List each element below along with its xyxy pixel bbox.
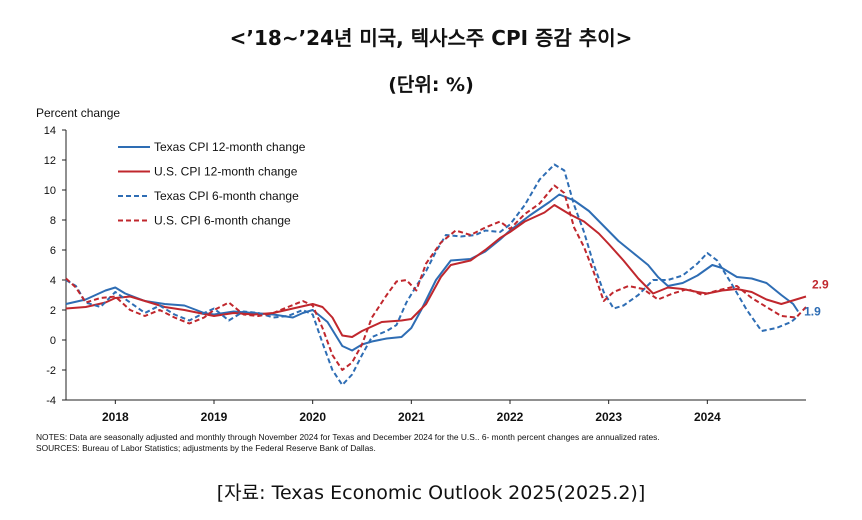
axes: -4 -2 0 2 4 6 8 10 12 14 2018 2019 2020 2021 2022 2023 2…	[44, 125, 806, 424]
y-tick-label: 0	[50, 335, 56, 347]
end-value-label-1: 1.9	[804, 305, 821, 319]
cpi-line-chart: Percent change -4 -2 0 2 4 6 8 10 12 14 2018 2019 20…	[36, 106, 829, 453]
x-tick-label: 2023	[595, 410, 622, 424]
y-tick-label: 2	[50, 305, 56, 317]
page-title: <’18~’24년 미국, 텍사스주 CPI 증감 추이>	[229, 26, 633, 50]
y-tick-label: -4	[46, 395, 56, 407]
x-tick-label: 2019	[201, 410, 228, 424]
y-tick-label: 10	[44, 185, 56, 197]
unit-label: (단위: %)	[388, 74, 474, 96]
series-line-2	[65, 163, 799, 386]
series-layer	[65, 163, 807, 386]
source-caption: [자료: Texas Economic Outlook 2025(2025.2)…	[216, 482, 646, 504]
x-tick-label: 2022	[497, 410, 524, 424]
y-tick-label: 14	[44, 125, 56, 137]
x-tick-label: 2021	[398, 410, 425, 424]
legend: Texas CPI 12-month change U.S. CPI 12-mon…	[118, 140, 306, 228]
legend-label-2: Texas CPI 6-month change	[154, 189, 299, 203]
y-tick-label: 6	[50, 245, 56, 257]
legend-label-0: Texas CPI 12-month change	[154, 140, 306, 154]
end-value-label-0: 2.9	[812, 278, 829, 292]
legend-label-1: U.S. CPI 12-month change	[154, 165, 298, 179]
x-tick-label: 2024	[694, 410, 721, 424]
x-tick-label: 2018	[102, 410, 129, 424]
chart-notes: NOTES: Data are seasonally adjusted and …	[36, 432, 660, 442]
y-tick-label: 4	[50, 275, 56, 287]
end-labels: 2.9 1.9	[804, 278, 829, 319]
y-axis-label: Percent change	[36, 106, 120, 120]
x-tick-label: 2020	[299, 410, 326, 424]
y-tick-label: 8	[50, 215, 56, 227]
series-line-3	[65, 184, 807, 371]
chart-sources: SOURCES: Bureau of Labor Statistics; adj…	[36, 443, 376, 453]
legend-label-3: U.S. CPI 6-month change	[154, 214, 291, 228]
y-tick-label: 12	[44, 155, 56, 167]
y-tick-label: -2	[46, 365, 56, 377]
